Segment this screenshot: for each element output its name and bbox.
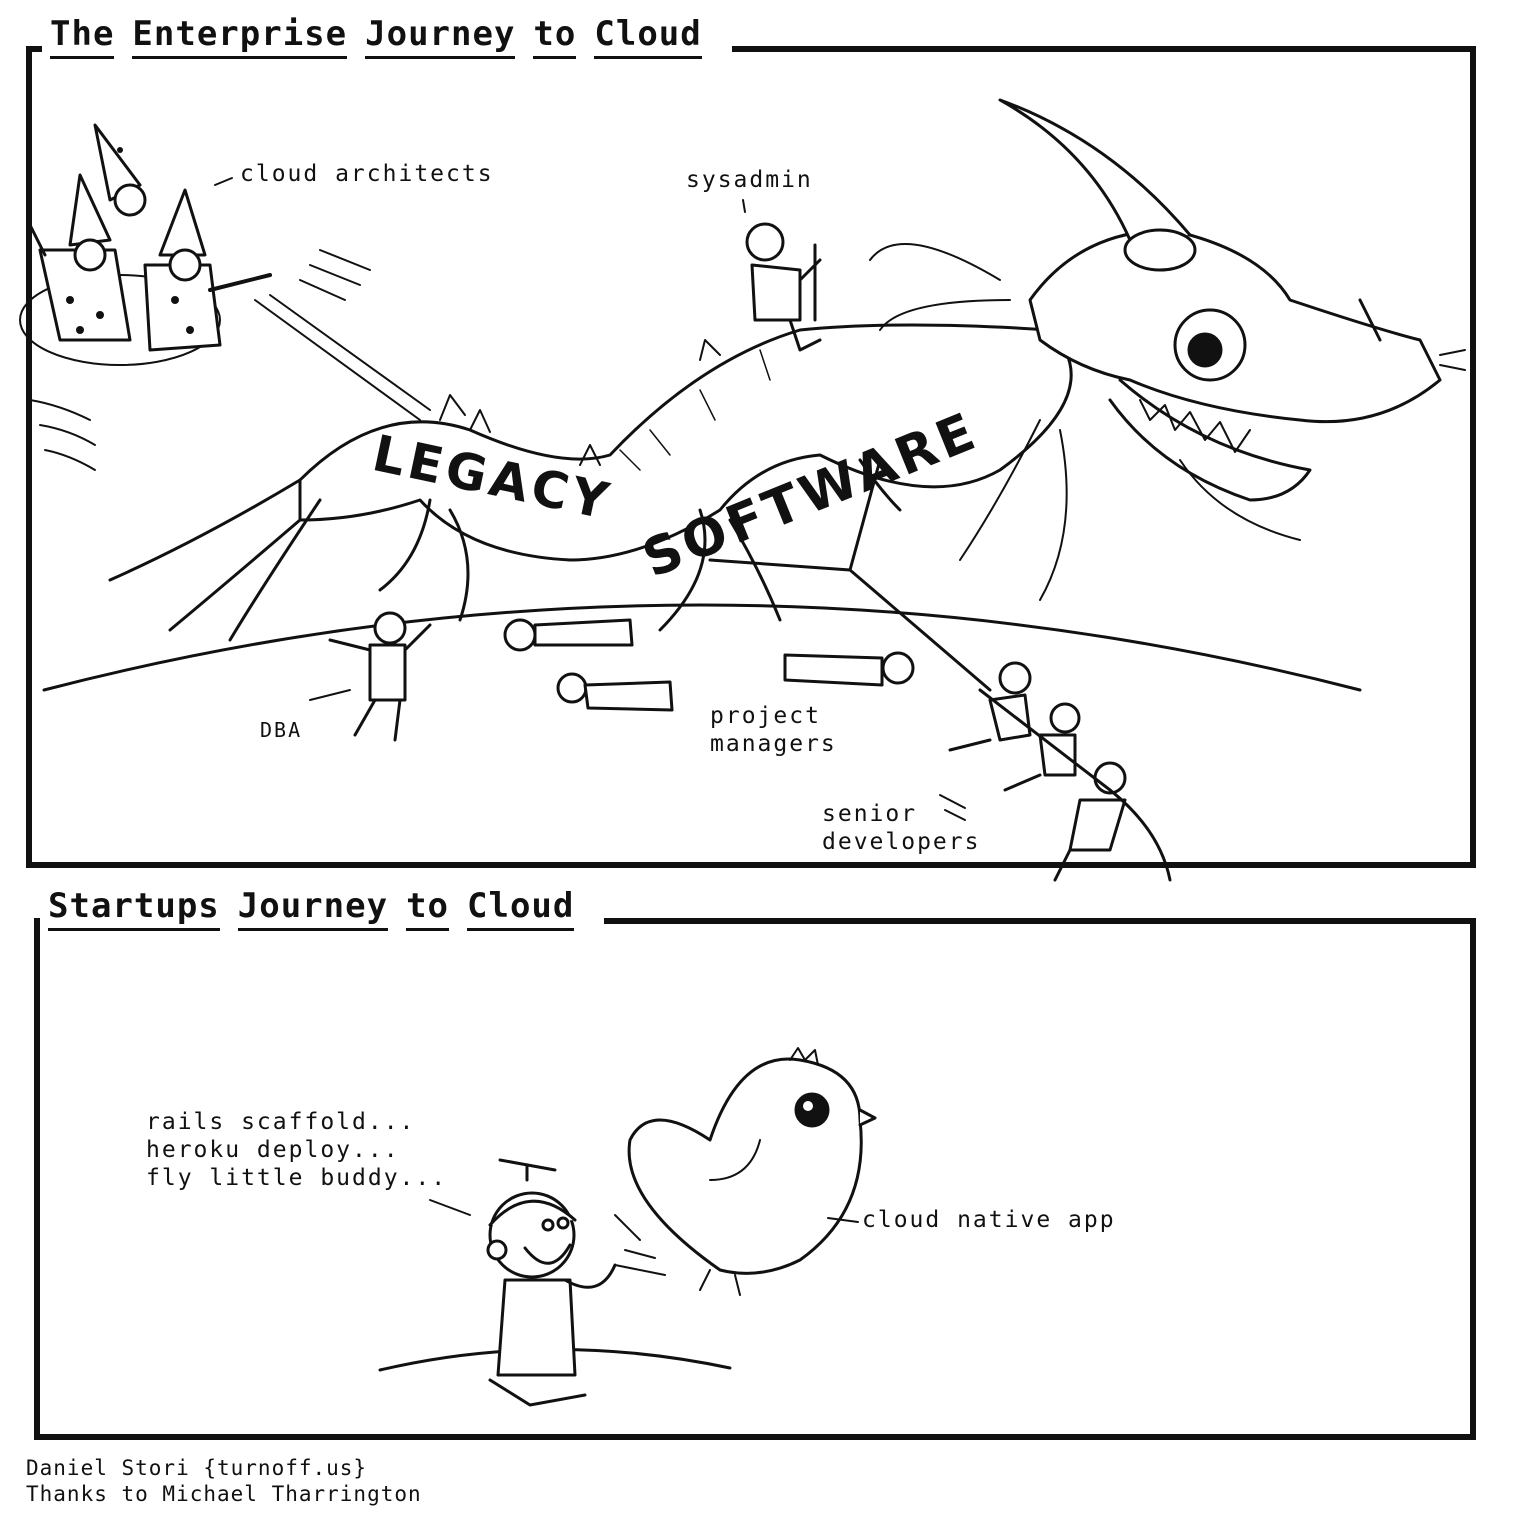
title-word: The [50, 14, 115, 59]
title-word: to [533, 14, 577, 59]
label-cloud-native-app: cloud native app [862, 1207, 1116, 1233]
startups-panel-title: Startups Journey to Cloud [40, 886, 605, 931]
label-cloud-architects: cloud architects [240, 161, 494, 187]
label-senior-developers: senior developers [822, 801, 981, 855]
kid-speech-text: rails scaffold... heroku deploy... fly l… [146, 1109, 448, 1191]
enterprise-panel-title: The Enterprise Journey to Cloud [42, 14, 732, 59]
thanks-credit: Thanks to Michael Tharrington [26, 1482, 422, 1506]
title-word: Journey [237, 886, 389, 931]
author-credit: Daniel Stori {turnoff.us} [26, 1456, 368, 1480]
label-dba: DBA [260, 718, 303, 742]
title-word: to [406, 886, 450, 931]
title-word: Startups [48, 886, 220, 931]
label-sysadmin: sysadmin [686, 167, 813, 193]
title-word: Cloud [594, 14, 702, 59]
title-word: Journey [365, 14, 516, 59]
title-word: Enterprise [132, 14, 348, 59]
label-project-managers: project managers [710, 703, 837, 757]
title-word: Cloud [467, 886, 575, 931]
credits: Daniel Stori {turnoff.us} Thanks to Mich… [26, 1455, 422, 1507]
